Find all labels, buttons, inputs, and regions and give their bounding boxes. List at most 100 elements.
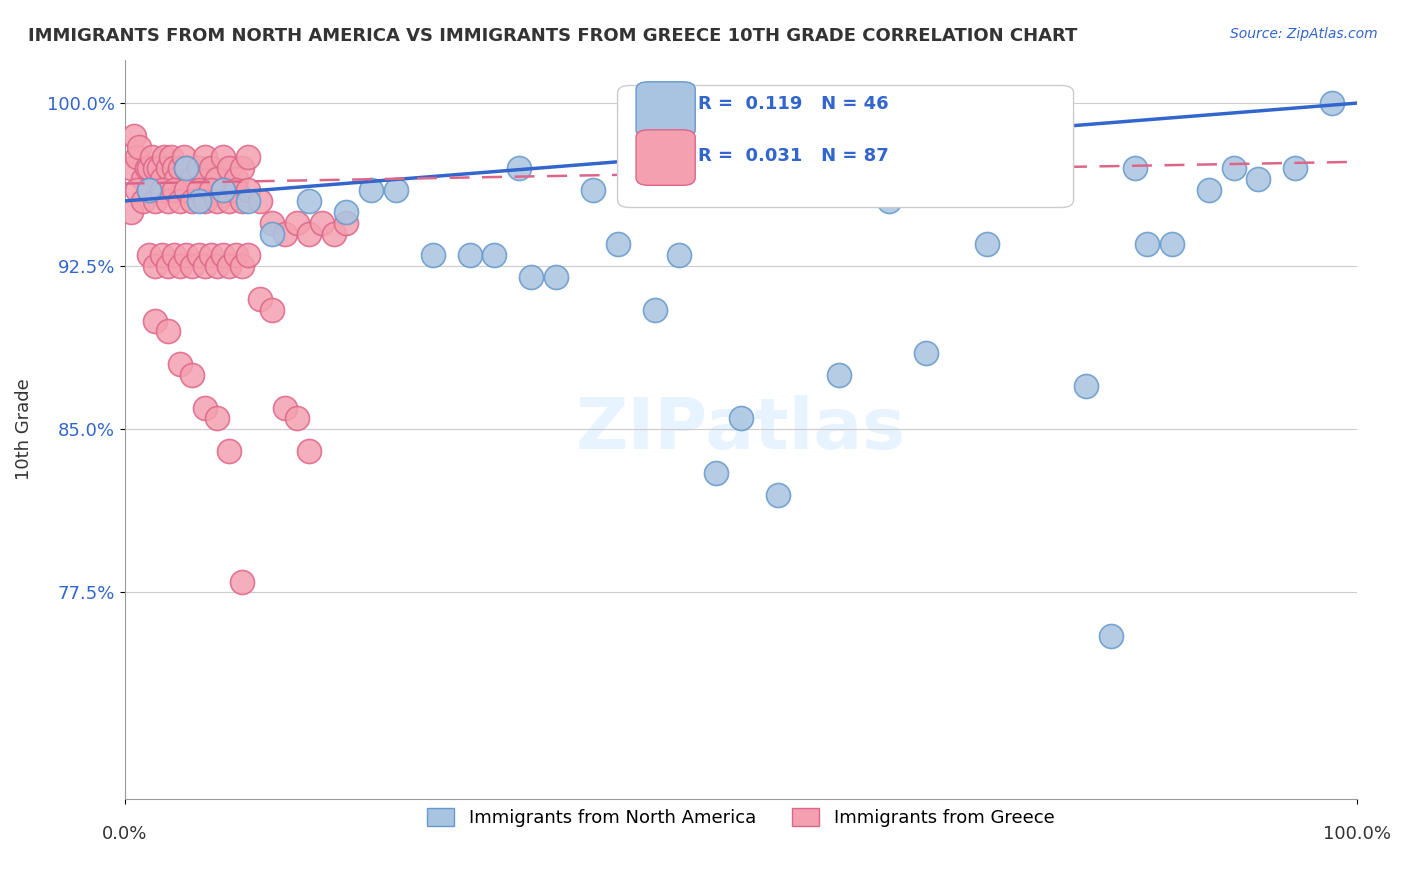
FancyBboxPatch shape — [617, 86, 1074, 208]
FancyBboxPatch shape — [636, 130, 695, 186]
Point — [124, 128, 146, 143]
Point — [153, 151, 176, 165]
Point — [1198, 183, 1220, 197]
Point — [138, 161, 160, 176]
Point — [150, 183, 173, 197]
Point — [205, 172, 228, 186]
Point — [181, 172, 204, 186]
Point — [205, 194, 228, 208]
Point — [422, 248, 444, 262]
Point — [120, 204, 142, 219]
Point — [1012, 172, 1035, 186]
Point — [163, 248, 186, 262]
Point — [1038, 172, 1060, 186]
Point — [148, 161, 170, 176]
Point — [218, 444, 240, 458]
Point — [754, 161, 776, 176]
Point — [128, 139, 150, 153]
Point — [200, 161, 222, 176]
Text: 100.0%: 100.0% — [1323, 825, 1391, 843]
Point — [169, 259, 191, 273]
Point — [484, 248, 506, 262]
Point — [181, 368, 204, 382]
Text: R =  0.031   N = 87: R = 0.031 N = 87 — [697, 146, 889, 165]
Point — [135, 161, 157, 176]
Point — [298, 444, 321, 458]
Point — [890, 183, 912, 197]
Point — [249, 194, 271, 208]
Point — [169, 194, 191, 208]
Point — [145, 259, 167, 273]
Point — [174, 161, 197, 176]
Point — [231, 259, 253, 273]
Point — [236, 194, 259, 208]
Point — [582, 183, 605, 197]
Point — [125, 151, 148, 165]
Point — [194, 194, 217, 208]
Point — [132, 172, 155, 186]
Point — [160, 151, 183, 165]
Point — [1001, 183, 1024, 197]
Point — [138, 183, 160, 197]
Point — [952, 172, 974, 186]
Point — [544, 270, 567, 285]
Point — [606, 237, 628, 252]
Point — [132, 194, 155, 208]
Point — [181, 194, 204, 208]
Point — [150, 248, 173, 262]
Point — [976, 237, 998, 252]
Point — [274, 401, 297, 415]
Point — [156, 194, 179, 208]
Point — [225, 172, 247, 186]
Text: 0.0%: 0.0% — [101, 825, 148, 843]
Point — [218, 259, 240, 273]
Point — [335, 216, 357, 230]
Point — [508, 161, 530, 176]
Point — [120, 161, 142, 176]
Point — [274, 227, 297, 241]
Point — [1161, 237, 1184, 252]
Point — [200, 183, 222, 197]
Point — [298, 194, 321, 208]
Point — [212, 183, 235, 197]
Point — [187, 194, 209, 208]
Point — [262, 227, 284, 241]
Point — [1136, 237, 1159, 252]
Text: ZIPatlas: ZIPatlas — [575, 395, 905, 464]
Point — [853, 183, 876, 197]
Point — [125, 183, 148, 197]
Point — [631, 183, 654, 197]
Point — [205, 411, 228, 425]
Point — [145, 161, 167, 176]
Point — [181, 259, 204, 273]
Point — [1222, 161, 1244, 176]
Point — [163, 161, 186, 176]
Point — [187, 161, 209, 176]
Point — [156, 161, 179, 176]
Point — [1099, 629, 1122, 643]
Point — [138, 183, 160, 197]
Point — [249, 292, 271, 306]
Point — [145, 313, 167, 327]
Y-axis label: 10th Grade: 10th Grade — [15, 378, 32, 480]
Point — [200, 248, 222, 262]
Point — [212, 151, 235, 165]
Point — [262, 302, 284, 317]
Point — [169, 161, 191, 176]
Point — [156, 259, 179, 273]
Point — [174, 161, 197, 176]
Point — [730, 411, 752, 425]
Point — [914, 346, 936, 360]
Point — [194, 151, 217, 165]
Point — [174, 248, 197, 262]
Point — [828, 368, 851, 382]
Point — [236, 151, 259, 165]
Point — [384, 183, 406, 197]
Point — [173, 151, 195, 165]
Point — [644, 302, 666, 317]
Point — [169, 357, 191, 371]
Point — [212, 183, 235, 197]
Point — [335, 204, 357, 219]
Point — [877, 194, 900, 208]
Point — [458, 248, 481, 262]
